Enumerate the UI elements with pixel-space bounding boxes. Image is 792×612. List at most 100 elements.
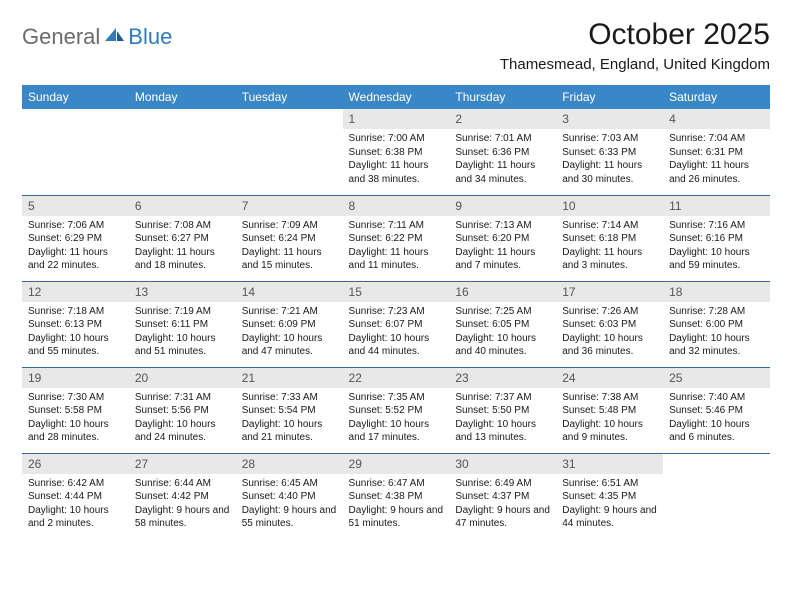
sunrise-text: Sunrise: 7:01 AM [455, 132, 550, 146]
sunrise-text: Sunrise: 7:31 AM [135, 391, 230, 405]
sunrise-text: Sunrise: 7:33 AM [242, 391, 337, 405]
weekday-header: Wednesday [343, 85, 450, 109]
calendar-cell: 17Sunrise: 7:26 AMSunset: 6:03 PMDayligh… [556, 281, 663, 367]
day-detail: Sunrise: 7:14 AMSunset: 6:18 PMDaylight:… [556, 216, 663, 277]
daylight-text: Daylight: 10 hours and 9 minutes. [562, 418, 657, 445]
sunrise-text: Sunrise: 7:14 AM [562, 219, 657, 233]
calendar-cell: 1Sunrise: 7:00 AMSunset: 6:38 PMDaylight… [343, 109, 450, 195]
day-number: 16 [449, 282, 556, 302]
calendar-head: SundayMondayTuesdayWednesdayThursdayFrid… [22, 85, 770, 109]
daylight-text: Daylight: 9 hours and 44 minutes. [562, 504, 657, 531]
sunset-text: Sunset: 6:03 PM [562, 318, 657, 332]
daylight-text: Daylight: 11 hours and 22 minutes. [28, 246, 123, 273]
brand-text-general: General [22, 24, 100, 50]
sunrise-text: Sunrise: 6:45 AM [242, 477, 337, 491]
daylight-text: Daylight: 11 hours and 34 minutes. [455, 159, 550, 186]
calendar-cell [22, 109, 129, 195]
daylight-text: Daylight: 10 hours and 47 minutes. [242, 332, 337, 359]
day-detail: Sunrise: 7:01 AMSunset: 6:36 PMDaylight:… [449, 129, 556, 190]
daylight-text: Daylight: 11 hours and 7 minutes. [455, 246, 550, 273]
sunset-text: Sunset: 5:52 PM [349, 404, 444, 418]
sunrise-text: Sunrise: 6:47 AM [349, 477, 444, 491]
day-number: 21 [236, 368, 343, 388]
calendar-cell: 18Sunrise: 7:28 AMSunset: 6:00 PMDayligh… [663, 281, 770, 367]
daylight-text: Daylight: 11 hours and 18 minutes. [135, 246, 230, 273]
day-number: 31 [556, 454, 663, 474]
sunset-text: Sunset: 4:44 PM [28, 490, 123, 504]
day-number: 6 [129, 196, 236, 216]
calendar-cell: 30Sunrise: 6:49 AMSunset: 4:37 PMDayligh… [449, 453, 556, 539]
sunrise-text: Sunrise: 6:49 AM [455, 477, 550, 491]
sunset-text: Sunset: 6:16 PM [669, 232, 764, 246]
sunrise-text: Sunrise: 6:42 AM [28, 477, 123, 491]
sunrise-text: Sunrise: 7:35 AM [349, 391, 444, 405]
calendar-cell [663, 453, 770, 539]
sunset-text: Sunset: 6:11 PM [135, 318, 230, 332]
day-detail: Sunrise: 7:00 AMSunset: 6:38 PMDaylight:… [343, 129, 450, 190]
calendar-cell: 24Sunrise: 7:38 AMSunset: 5:48 PMDayligh… [556, 367, 663, 453]
weekday-header: Friday [556, 85, 663, 109]
day-detail: Sunrise: 6:49 AMSunset: 4:37 PMDaylight:… [449, 474, 556, 535]
daylight-text: Daylight: 10 hours and 32 minutes. [669, 332, 764, 359]
day-number: 30 [449, 454, 556, 474]
sunset-text: Sunset: 6:27 PM [135, 232, 230, 246]
calendar-cell: 3Sunrise: 7:03 AMSunset: 6:33 PMDaylight… [556, 109, 663, 195]
calendar-cell: 14Sunrise: 7:21 AMSunset: 6:09 PMDayligh… [236, 281, 343, 367]
calendar-row: 12Sunrise: 7:18 AMSunset: 6:13 PMDayligh… [22, 281, 770, 367]
calendar-row: 1Sunrise: 7:00 AMSunset: 6:38 PMDaylight… [22, 109, 770, 195]
day-detail: Sunrise: 6:45 AMSunset: 4:40 PMDaylight:… [236, 474, 343, 535]
sunrise-text: Sunrise: 7:06 AM [28, 219, 123, 233]
day-number: 13 [129, 282, 236, 302]
sunrise-text: Sunrise: 7:18 AM [28, 305, 123, 319]
calendar-cell: 22Sunrise: 7:35 AMSunset: 5:52 PMDayligh… [343, 367, 450, 453]
sunrise-text: Sunrise: 7:00 AM [349, 132, 444, 146]
calendar-row: 19Sunrise: 7:30 AMSunset: 5:58 PMDayligh… [22, 367, 770, 453]
day-detail: Sunrise: 7:33 AMSunset: 5:54 PMDaylight:… [236, 388, 343, 449]
calendar-cell: 20Sunrise: 7:31 AMSunset: 5:56 PMDayligh… [129, 367, 236, 453]
daylight-text: Daylight: 11 hours and 3 minutes. [562, 246, 657, 273]
sunrise-text: Sunrise: 7:09 AM [242, 219, 337, 233]
weekday-header: Saturday [663, 85, 770, 109]
weekday-header: Thursday [449, 85, 556, 109]
day-detail: Sunrise: 7:16 AMSunset: 6:16 PMDaylight:… [663, 216, 770, 277]
sunset-text: Sunset: 6:20 PM [455, 232, 550, 246]
daylight-text: Daylight: 10 hours and 6 minutes. [669, 418, 764, 445]
sunset-text: Sunset: 6:36 PM [455, 146, 550, 160]
sunrise-text: Sunrise: 7:30 AM [28, 391, 123, 405]
day-number: 18 [663, 282, 770, 302]
calendar-cell: 8Sunrise: 7:11 AMSunset: 6:22 PMDaylight… [343, 195, 450, 281]
brand-text-blue: Blue [128, 24, 172, 50]
sunrise-text: Sunrise: 6:44 AM [135, 477, 230, 491]
day-detail: Sunrise: 7:06 AMSunset: 6:29 PMDaylight:… [22, 216, 129, 277]
calendar-cell: 29Sunrise: 6:47 AMSunset: 4:38 PMDayligh… [343, 453, 450, 539]
daylight-text: Daylight: 11 hours and 30 minutes. [562, 159, 657, 186]
day-number: 5 [22, 196, 129, 216]
sunset-text: Sunset: 4:40 PM [242, 490, 337, 504]
calendar-cell: 10Sunrise: 7:14 AMSunset: 6:18 PMDayligh… [556, 195, 663, 281]
day-detail: Sunrise: 7:21 AMSunset: 6:09 PMDaylight:… [236, 302, 343, 363]
sunset-text: Sunset: 4:42 PM [135, 490, 230, 504]
sunrise-text: Sunrise: 7:19 AM [135, 305, 230, 319]
sunset-text: Sunset: 6:22 PM [349, 232, 444, 246]
day-detail: Sunrise: 7:35 AMSunset: 5:52 PMDaylight:… [343, 388, 450, 449]
page-title: October 2025 [500, 18, 770, 52]
day-detail: Sunrise: 7:13 AMSunset: 6:20 PMDaylight:… [449, 216, 556, 277]
day-number: 1 [343, 109, 450, 129]
day-number: 20 [129, 368, 236, 388]
day-detail: Sunrise: 7:25 AMSunset: 6:05 PMDaylight:… [449, 302, 556, 363]
day-number: 25 [663, 368, 770, 388]
day-number: 29 [343, 454, 450, 474]
calendar-cell [236, 109, 343, 195]
weekday-header: Monday [129, 85, 236, 109]
day-detail: Sunrise: 7:38 AMSunset: 5:48 PMDaylight:… [556, 388, 663, 449]
daylight-text: Daylight: 10 hours and 51 minutes. [135, 332, 230, 359]
sunrise-text: Sunrise: 6:51 AM [562, 477, 657, 491]
day-detail: Sunrise: 7:19 AMSunset: 6:11 PMDaylight:… [129, 302, 236, 363]
sunset-text: Sunset: 4:35 PM [562, 490, 657, 504]
sunrise-text: Sunrise: 7:16 AM [669, 219, 764, 233]
day-number: 15 [343, 282, 450, 302]
daylight-text: Daylight: 10 hours and 36 minutes. [562, 332, 657, 359]
page-header: General Blue October 2025 Thamesmead, En… [22, 18, 770, 73]
title-block: October 2025 Thamesmead, England, United… [500, 18, 770, 73]
calendar-cell: 2Sunrise: 7:01 AMSunset: 6:36 PMDaylight… [449, 109, 556, 195]
